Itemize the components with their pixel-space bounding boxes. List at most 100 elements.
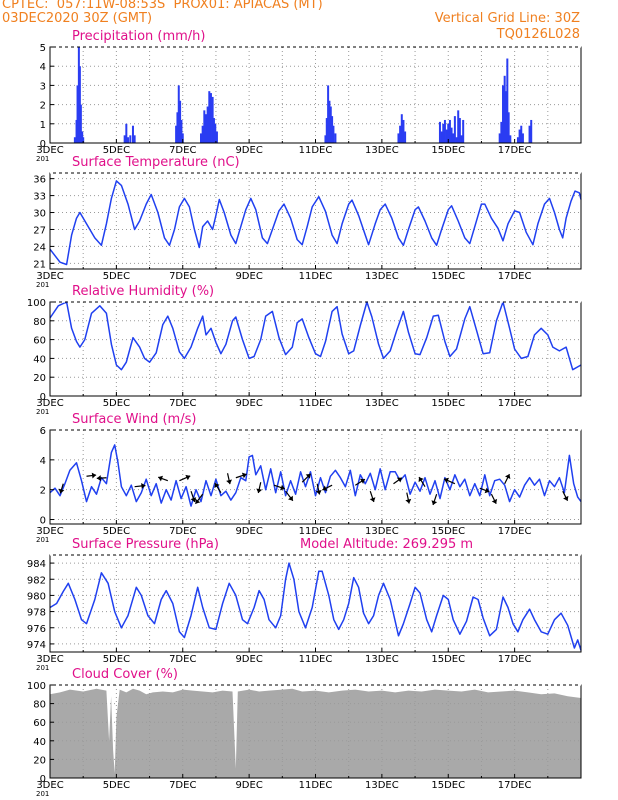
x-tick-label: 13DEC <box>365 398 399 409</box>
x-tick-label: 15DEC <box>431 526 465 537</box>
x-year-stub: 201 <box>36 664 49 672</box>
y-tick-label: 1 <box>40 120 46 131</box>
x-tick-label: 9DEC <box>235 654 262 665</box>
x-year-stub: 201 <box>36 281 49 289</box>
precip-bar <box>81 131 84 143</box>
precip-bar <box>129 135 132 143</box>
y-tick-label: 24 <box>33 242 46 253</box>
x-tick-label: 9DEC <box>235 398 262 409</box>
panel-title: Precipitation (mm/h) <box>72 29 205 44</box>
precip-bar <box>520 125 523 143</box>
precip-bar <box>498 133 501 143</box>
precip-bar <box>507 112 510 143</box>
precip-bar <box>177 85 180 143</box>
wind-arrow-head <box>58 488 65 494</box>
panel-title: Surface Pressure (hPa) <box>72 537 219 552</box>
wind-arrow-head <box>444 477 449 484</box>
y-tick-label: 36 <box>33 175 46 186</box>
precip-bar <box>131 125 134 143</box>
y-tick-label: 60 <box>33 718 46 729</box>
precip-bar <box>440 131 443 143</box>
precip-bar <box>334 133 337 143</box>
x-tick-label: 9DEC <box>235 271 262 282</box>
precip-bar <box>176 112 179 143</box>
precip-bar <box>215 131 218 143</box>
y-tick-label: 20 <box>33 755 46 766</box>
x-tick-label: 7DEC <box>169 271 196 282</box>
header-location: CPTEC: 057:11W-08:53S PROX01: APIACAS (M… <box>2 0 323 12</box>
y-tick-label: 2 <box>40 486 46 497</box>
panel-background <box>50 430 581 524</box>
wind-arrow-head <box>504 474 511 480</box>
x-tick-label: 7DEC <box>169 145 196 156</box>
x-tick-label: 11DEC <box>299 398 333 409</box>
wind-arrow-head <box>288 495 293 501</box>
precip-bar <box>76 85 79 143</box>
series-line <box>49 180 582 266</box>
precip-bar <box>443 119 446 143</box>
x-tick-label: 17DEC <box>498 526 532 537</box>
precip-bar <box>332 125 335 143</box>
precip-bar <box>201 125 204 143</box>
wind-arrow-head <box>431 500 438 505</box>
x-tick-label: 3DEC <box>36 271 63 282</box>
wind-arrow-head <box>315 489 322 495</box>
x-tick-label: 3DEC <box>36 780 63 791</box>
x-tick-label: 17DEC <box>498 780 532 791</box>
x-tick-label: 5DEC <box>103 780 130 791</box>
precip-bar <box>175 125 178 143</box>
panel-title: Relative Humidity (%) <box>72 284 214 299</box>
wind-arrow-head <box>484 487 490 494</box>
wind-arrow-head <box>322 485 328 491</box>
precip-bar <box>504 91 507 143</box>
series-line <box>49 562 582 651</box>
y-tick-label: 3 <box>40 81 46 92</box>
precip-bar <box>73 137 76 143</box>
wind-arrow-head <box>491 498 498 504</box>
wind-arrow-head <box>195 498 201 504</box>
precip-bar <box>327 85 330 143</box>
wind-arrow-head <box>280 484 285 491</box>
header-date: 03DEC2020 30Z (GMT) <box>2 11 153 26</box>
x-tick-label: 13DEC <box>365 526 399 537</box>
x-tick-label: 15DEC <box>431 398 465 409</box>
precip-bar <box>200 133 203 143</box>
precip-bar <box>503 75 506 143</box>
x-tick-label: 3DEC <box>36 145 63 156</box>
precip-bar <box>521 133 524 143</box>
precip-bar <box>328 100 331 143</box>
x-tick-label: 13DEC <box>365 654 399 665</box>
precip-bar <box>180 119 183 143</box>
y-tick-label: 978 <box>27 608 46 619</box>
precip-bar <box>125 123 128 143</box>
x-tick-label: 7DEC <box>169 398 196 409</box>
x-tick-label: 9DEC <box>235 145 262 156</box>
precip-bar <box>516 137 519 143</box>
precip-bar <box>126 137 129 143</box>
x-year-stub: 201 <box>36 155 49 163</box>
y-tick-label: 33 <box>33 192 46 203</box>
wind-arrow-head <box>91 472 97 479</box>
precip-bar <box>206 106 209 143</box>
x-year-stub: 201 <box>36 790 49 798</box>
precip-bar <box>329 106 332 143</box>
precip-bar <box>209 93 212 143</box>
precip-bar <box>445 129 448 143</box>
y-tick-label: 60 <box>33 336 46 347</box>
precip-bar <box>211 96 214 143</box>
header-model-code: TQ0126L028 <box>496 27 580 42</box>
y-tick-label: 0 <box>40 392 46 403</box>
y-tick-label: 27 <box>33 225 46 236</box>
x-tick-label: 11DEC <box>299 654 333 665</box>
precip-bar <box>133 135 136 143</box>
x-tick-label: 11DEC <box>299 780 333 791</box>
header-grid-note: Vertical Grid Line: 30Z <box>434 11 580 26</box>
precip-bar <box>399 125 402 143</box>
y-tick-label: 0 <box>40 139 46 150</box>
precip-bar <box>458 118 461 143</box>
x-tick-label: 5DEC <box>103 145 130 156</box>
wind-arrow-head <box>141 482 146 489</box>
precip-bar <box>500 121 503 143</box>
precip-bar <box>453 116 456 143</box>
y-tick-label: 6 <box>40 426 46 437</box>
